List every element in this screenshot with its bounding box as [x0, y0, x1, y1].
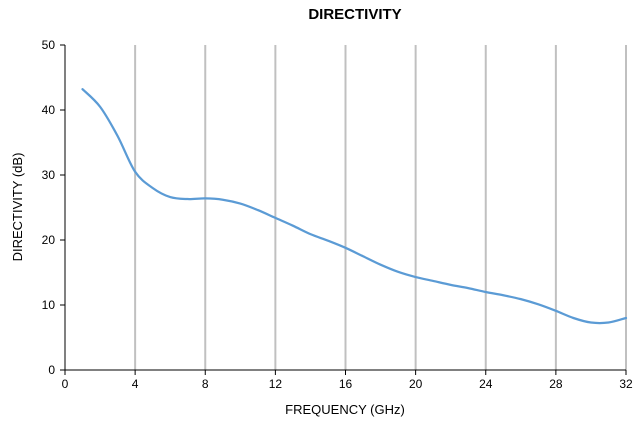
x-tick-label: 24 [479, 377, 493, 391]
x-tick-label: 12 [269, 377, 283, 391]
series-group [81, 88, 628, 325]
y-axis-label: DIRECTIVITY (dB) [10, 153, 25, 262]
y-tick-label: 40 [42, 103, 56, 117]
grid-lines [134, 45, 627, 370]
x-tick-label: 28 [549, 377, 563, 391]
y-tick-label: 20 [42, 233, 56, 247]
x-tick-label: 16 [339, 377, 353, 391]
chart-title: DIRECTIVITY [308, 6, 401, 23]
x-tick-label: 0 [62, 377, 69, 391]
x-tick-label: 8 [202, 377, 209, 391]
x-axis-ticks: 0 4 8 12 16 20 24 28 32 [62, 370, 633, 391]
x-axis-label: FREQUENCY (GHz) [285, 402, 405, 417]
x-tick-label: 4 [132, 377, 139, 391]
y-tick-label: 50 [42, 38, 56, 52]
y-tick-label: 10 [42, 298, 56, 312]
x-tick-label: 32 [619, 377, 633, 391]
x-tick-label: 20 [409, 377, 423, 391]
y-tick-label: 0 [48, 363, 55, 377]
y-axis-ticks: 0 10 20 30 40 50 [42, 38, 65, 377]
series-line-directivity [81, 88, 628, 325]
y-tick-label: 30 [42, 168, 56, 182]
